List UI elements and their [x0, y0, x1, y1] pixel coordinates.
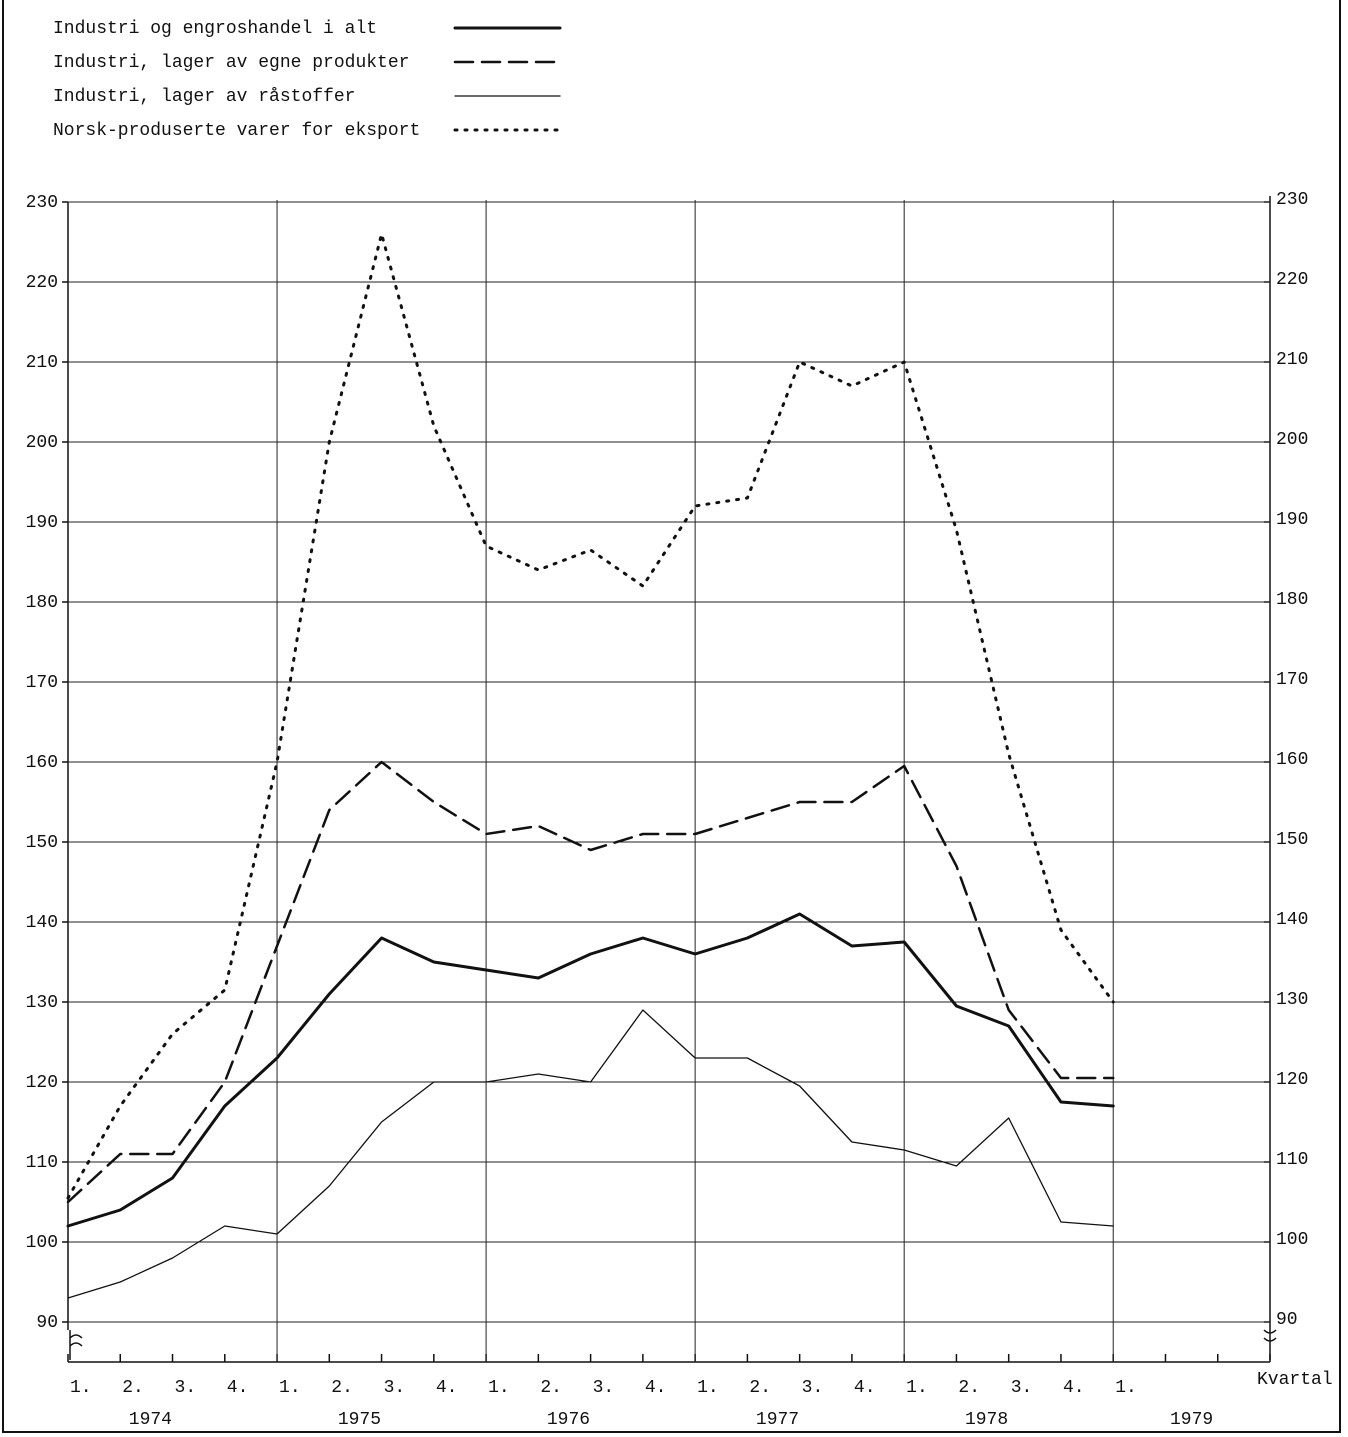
- year-label: 1978: [965, 1410, 1008, 1430]
- axis-break: [69, 1330, 83, 1360]
- y2-tick-label: 150: [1276, 830, 1308, 850]
- x-tick-label: 2.: [540, 1378, 562, 1398]
- x-tick-label: 3.: [593, 1378, 615, 1398]
- y-tick-label: 160: [26, 753, 58, 773]
- x-tick-label: 1.: [488, 1378, 510, 1398]
- y-tick-label: 230: [26, 193, 58, 213]
- legend-label: Norsk-produserte varer for eksport: [53, 121, 420, 141]
- y2-tick-label: 200: [1276, 430, 1308, 450]
- y2-tick-label: 230: [1276, 190, 1308, 210]
- x-tick-label: 2.: [331, 1378, 353, 1398]
- y-tick-label: 100: [26, 1233, 58, 1253]
- y2-tick-label: 90: [1276, 1310, 1298, 1330]
- series-line: [67, 1009, 1114, 1299]
- year-label: 1976: [547, 1410, 590, 1430]
- x-axis-label: Kvartal: [1257, 1370, 1333, 1390]
- y2-tick-label: 120: [1276, 1070, 1308, 1090]
- x-tick-label: 1.: [697, 1378, 719, 1398]
- year-label: 1974: [129, 1410, 172, 1430]
- y2-tick-label: 110: [1276, 1150, 1308, 1170]
- y-tick-label: 190: [26, 513, 58, 533]
- x-tick-label: 1.: [906, 1378, 928, 1398]
- y-tick-label: 150: [26, 833, 58, 853]
- y-tick-label: 140: [26, 913, 58, 933]
- y-tick-label: 170: [26, 673, 58, 693]
- y2-tick-label: 190: [1276, 510, 1308, 530]
- legend-label: Industri, lager av egne produkter: [53, 53, 409, 73]
- y-tick-label: 130: [26, 993, 58, 1013]
- series-line: [66, 912, 1115, 1228]
- x-tick-label: 4.: [436, 1378, 458, 1398]
- year-label: 1979: [1170, 1410, 1213, 1430]
- x-tick-label: 1.: [1115, 1378, 1137, 1398]
- x-tick-label: 4.: [227, 1378, 249, 1398]
- y-tick-label: 110: [26, 1153, 58, 1173]
- x-tick-label: 3.: [802, 1378, 824, 1398]
- x-tick-label: 4.: [1063, 1378, 1085, 1398]
- y2-tick-label: 180: [1276, 590, 1308, 610]
- y-tick-label: 120: [26, 1073, 58, 1093]
- year-label: 1977: [756, 1410, 799, 1430]
- x-tick-label: 2.: [122, 1378, 144, 1398]
- x-tick-label: 3.: [384, 1378, 406, 1398]
- y-tick-label: 200: [26, 433, 58, 453]
- y-tick-label: 220: [26, 273, 58, 293]
- y2-tick-label: 220: [1276, 270, 1308, 290]
- x-tick-label: 2.: [749, 1378, 771, 1398]
- series-line: [66, 232, 1115, 1200]
- series-line: [66, 760, 1115, 1204]
- y-tick-label: 90: [36, 1313, 58, 1333]
- y2-tick-label: 140: [1276, 910, 1308, 930]
- legend-label: Industri, lager av råstoffer: [53, 87, 355, 107]
- x-tick-label: 1.: [279, 1378, 301, 1398]
- y-tick-label: 210: [26, 353, 58, 373]
- y2-tick-label: 210: [1276, 350, 1308, 370]
- y2-tick-label: 170: [1276, 670, 1308, 690]
- year-label: 1975: [338, 1410, 381, 1430]
- x-tick-label: 2.: [958, 1378, 980, 1398]
- x-tick-label: 4.: [854, 1378, 876, 1398]
- x-tick-label: 3.: [1011, 1378, 1033, 1398]
- legend-label: Industri og engroshandel i alt: [53, 19, 377, 39]
- x-tick-label: 3.: [175, 1378, 197, 1398]
- y2-tick-label: 160: [1276, 750, 1308, 770]
- y2-tick-label: 130: [1276, 990, 1308, 1010]
- y2-tick-label: 100: [1276, 1230, 1308, 1250]
- x-tick-label: 1.: [70, 1378, 92, 1398]
- x-tick-label: 4.: [645, 1378, 667, 1398]
- y-tick-label: 180: [26, 593, 58, 613]
